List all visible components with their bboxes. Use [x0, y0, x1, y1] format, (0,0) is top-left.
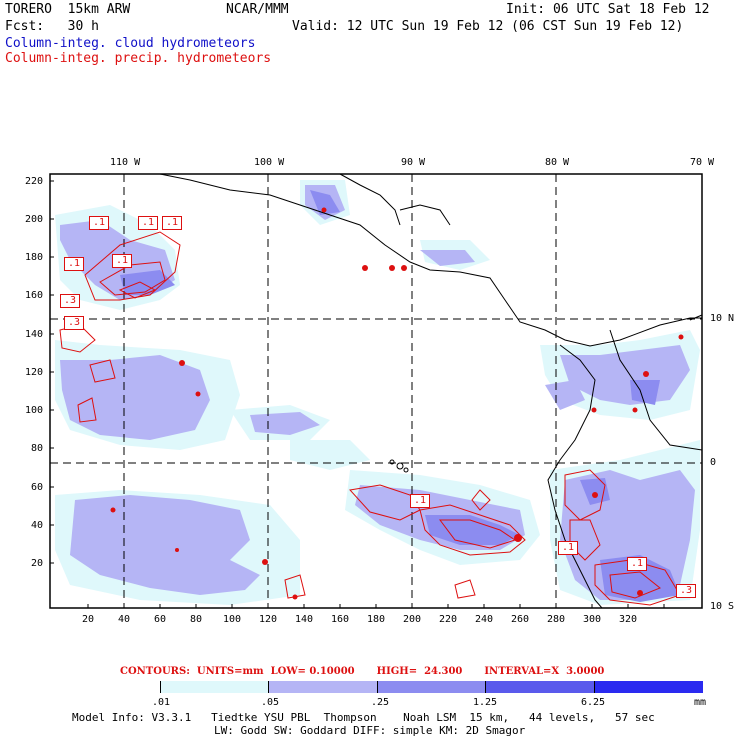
colorbar-label: .05: [261, 697, 280, 708]
y-tick: 120: [25, 367, 44, 378]
contour-units: CONTOURS: UNITS=mm LOW= 0.10000: [120, 666, 355, 677]
contour-label-box: .3: [676, 584, 697, 598]
frame-ticks: [50, 180, 665, 608]
lon-label: 100 W: [254, 157, 285, 168]
x-tick: 40: [118, 614, 131, 625]
y-tick: 140: [25, 329, 44, 340]
valid-time: Valid: 12 UTC Sun 19 Feb 12 (06 CST Sun …: [292, 19, 684, 34]
y-tick: 80: [31, 443, 44, 454]
x-tick: 80: [190, 614, 203, 625]
colorbar-label: .25: [371, 697, 390, 708]
x-tick: 180: [367, 614, 386, 625]
org-label: NCAR/MMM: [226, 2, 289, 17]
x-tick: 280: [547, 614, 566, 625]
y-tick: 20: [31, 558, 44, 569]
contour-high: HIGH= 24.300: [376, 666, 463, 677]
lon-label: 80 W: [545, 157, 570, 168]
y-tick: 160: [25, 290, 44, 301]
colorbar-units: mm: [694, 697, 707, 708]
model-physics: LW: Godd SW: Goddard DIFF: simple KM: 2D…: [214, 724, 526, 737]
x-tick: 220: [439, 614, 458, 625]
contour-label-box: .1: [627, 557, 648, 571]
contour-label-box: .3: [64, 316, 85, 330]
contour-label-box: .1: [558, 541, 579, 555]
x-tick: 60: [154, 614, 167, 625]
contour-label-box: .1: [64, 257, 85, 271]
lon-label: 90 W: [401, 157, 426, 168]
y-tick: 40: [31, 520, 44, 531]
precip-cells: [110, 207, 684, 600]
x-tick: 320: [619, 614, 638, 625]
colorbar-label: 6.25: [581, 697, 606, 708]
y-tick: 220: [25, 176, 44, 187]
x-tick: 120: [259, 614, 278, 625]
contour-label-box: .3: [60, 294, 81, 308]
lon-label: 110 W: [110, 157, 141, 168]
colorbar-segment: [486, 681, 595, 693]
colorbar-segment: [595, 681, 703, 693]
coastline: [159, 173, 703, 609]
y-tick: 180: [25, 252, 44, 263]
graticule: [50, 174, 702, 608]
init-time: Init: 06 UTC Sat 18 Feb 12: [506, 2, 710, 17]
x-tick: 20: [82, 614, 95, 625]
x-tick: 160: [331, 614, 350, 625]
legend-cloud: Column-integ. cloud hydrometeors: [5, 36, 256, 51]
x-tick: 240: [475, 614, 494, 625]
x-tick: 260: [511, 614, 530, 625]
colorbar-segment: [52, 681, 161, 693]
colorbar-label: .01: [152, 697, 171, 708]
x-tick: 300: [583, 614, 602, 625]
contour-label-box: .1: [112, 254, 133, 268]
contour-label-box: .1: [89, 216, 110, 230]
contour-label-box: .1: [410, 494, 431, 508]
x-tick: 140: [295, 614, 314, 625]
lat-label: 10 S: [710, 601, 735, 612]
contour-interval: INTERVAL=X 3.0000: [484, 666, 605, 677]
lon-label: 70 W: [690, 157, 715, 168]
y-tick: 200: [25, 214, 44, 225]
model-info: Model Info: V3.3.1 Tiedtke YSU PBL Thomp…: [72, 711, 655, 724]
y-tick: 60: [31, 482, 44, 493]
lat-label: 0: [710, 457, 717, 468]
forecast-hour: Fcst: 30 h: [5, 19, 99, 34]
contour-label-box: .1: [138, 216, 159, 230]
contour-info: CONTOURS: UNITS=mm LOW= 0.10000 HIGH= 24.…: [120, 666, 626, 677]
contour-label-box: .1: [162, 216, 183, 230]
x-tick: 100: [223, 614, 242, 625]
legend-precip: Column-integ. precip. hydrometeors: [5, 51, 272, 66]
lat-label: 10 N: [710, 313, 735, 324]
cloud-dark-shading: [120, 190, 680, 602]
colorbar-segment: [161, 681, 269, 693]
x-tick: 200: [403, 614, 422, 625]
y-tick: 100: [25, 405, 44, 416]
colorbar-segment: [378, 681, 486, 693]
model-title: TORERO 15km ARW: [5, 2, 131, 17]
colorbar-label: 1.25: [473, 697, 498, 708]
colorbar-segment: [269, 681, 378, 693]
